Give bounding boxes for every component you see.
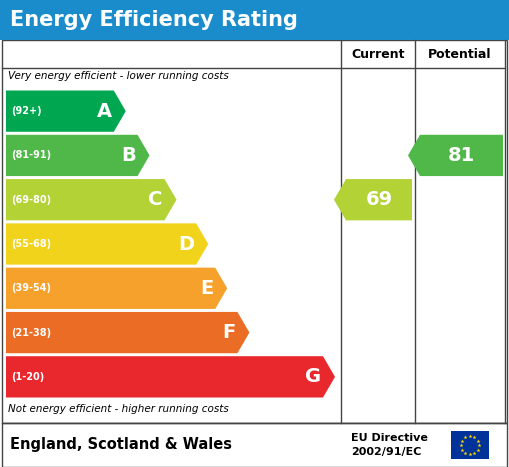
Text: (69-80): (69-80) [11, 195, 51, 205]
Text: (21-38): (21-38) [11, 327, 51, 338]
Text: EU Directive
2002/91/EC: EU Directive 2002/91/EC [351, 433, 428, 457]
Text: 81: 81 [448, 146, 475, 165]
Polygon shape [408, 135, 503, 176]
Bar [2, 423, 507, 467]
Text: (39-54): (39-54) [11, 283, 51, 293]
Text: (81-91): (81-91) [11, 150, 51, 161]
Polygon shape [6, 223, 208, 265]
Text: Current: Current [351, 48, 405, 61]
Text: Very energy efficient - lower running costs: Very energy efficient - lower running co… [8, 71, 229, 81]
Text: (1-20): (1-20) [11, 372, 44, 382]
Text: G: G [305, 368, 321, 386]
Text: England, Scotland & Wales: England, Scotland & Wales [10, 438, 232, 453]
Polygon shape [6, 356, 335, 397]
Text: A: A [97, 102, 112, 120]
Text: C: C [148, 190, 162, 209]
Text: 69: 69 [365, 190, 392, 209]
Bar [2, 40, 507, 423]
Polygon shape [6, 312, 249, 353]
Bar [451, 431, 489, 459]
Text: (92+): (92+) [11, 106, 42, 116]
Polygon shape [6, 179, 177, 220]
Polygon shape [334, 179, 412, 220]
Polygon shape [6, 268, 227, 309]
Polygon shape [6, 91, 126, 132]
Text: E: E [200, 279, 213, 298]
Bar [0, 0, 509, 40]
Text: B: B [121, 146, 135, 165]
Text: (55-68): (55-68) [11, 239, 51, 249]
Text: Energy Efficiency Rating: Energy Efficiency Rating [10, 10, 298, 30]
Text: D: D [178, 234, 194, 254]
Polygon shape [6, 135, 150, 176]
Text: Potential: Potential [428, 48, 492, 61]
Text: Not energy efficient - higher running costs: Not energy efficient - higher running co… [8, 404, 229, 414]
Text: F: F [222, 323, 235, 342]
